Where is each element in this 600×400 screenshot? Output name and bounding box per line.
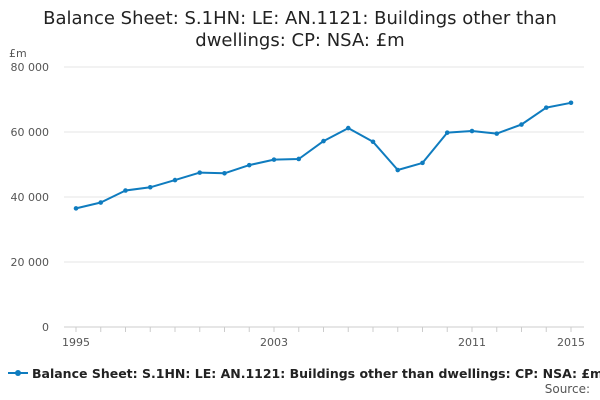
source-label: Source: [544,382,590,396]
data-point[interactable] [73,206,79,211]
legend-swatch-icon [8,368,28,378]
data-point[interactable] [469,128,475,134]
legend-label: Balance Sheet: S.1HN: LE: AN.1121: Build… [32,365,600,381]
data-point[interactable] [123,188,128,193]
data-point[interactable] [172,177,178,183]
data-point[interactable] [420,160,425,166]
data-point[interactable] [271,157,277,162]
x-axis: 1995 2003 2011 2015 [62,327,585,349]
data-point[interactable] [345,125,351,131]
data-point[interactable] [321,138,326,144]
data-point[interactable] [444,130,450,135]
data-point[interactable] [147,184,153,190]
chart-title: Balance Sheet: S.1HN: LE: AN.1121: Build… [0,8,600,52]
legend: Balance Sheet: S.1HN: LE: AN.1121: Build… [8,364,600,382]
data-point[interactable] [370,139,376,145]
series-lines [73,100,574,211]
y-tick-label: 80 000 [11,61,50,74]
y-tick-label: 40 000 [11,191,50,204]
y-tick-label: 0 [42,321,49,334]
y-tick-label: 60 000 [11,126,50,139]
data-point[interactable] [197,170,203,175]
data-point[interactable] [543,105,549,110]
data-point[interactable] [395,167,401,173]
x-tick-label: 2015 [557,336,585,349]
y-tick-label: 20 000 [11,256,50,269]
y-axis-unit-label: £m [9,47,27,60]
data-point[interactable] [519,122,524,127]
chart-title-line-2: dwellings: CP: NSA: £m [195,30,405,51]
data-point[interactable] [296,156,302,162]
data-point[interactable] [494,131,500,136]
chart-title-line-1: Balance Sheet: S.1HN: LE: AN.1121: Build… [43,8,557,29]
x-tick-label: 2011 [458,336,486,349]
data-point[interactable] [222,170,227,176]
data-point[interactable] [98,200,104,205]
series-line [75,101,572,210]
data-point[interactable] [246,162,252,168]
x-tick-label: 1995 [62,336,90,349]
data-point[interactable] [568,100,574,106]
x-tick-label: 2003 [260,336,288,349]
grid-lines: 0 20 000 40 000 60 000 80 000 [11,61,584,334]
